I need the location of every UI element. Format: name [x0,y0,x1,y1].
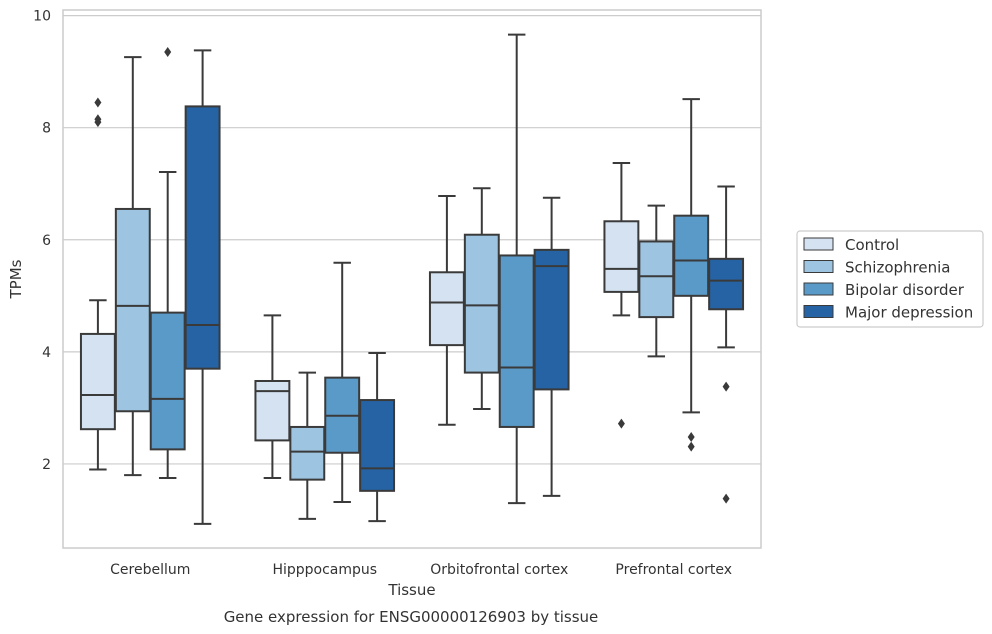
legend-label: Control [845,236,899,254]
box [638,240,675,319]
y-axis-title: TPMs [7,259,25,299]
box-group [708,185,745,504]
legend-label: Schizophrenia [845,259,950,277]
outlier-point [722,381,730,392]
box [149,311,186,451]
outlier-point [722,493,730,504]
legend: Control Schizophrenia Bipolar disorder Majo… [796,230,984,328]
outlier-point [94,97,102,108]
x-axis-ticks: Cerebellum Hipppocampus Orbitofrontal cort… [110,562,732,578]
box-group [184,49,221,525]
box [359,399,396,492]
box-group [428,195,465,426]
box [603,220,640,293]
box [79,332,116,431]
x-tick-label: Prefrontal cortex [615,562,732,578]
box [708,257,745,311]
legend-swatch [803,260,834,273]
y-tick-label: 6 [42,233,51,249]
box [673,214,710,297]
box [498,254,535,428]
box [533,248,570,391]
legend-label: Bipolar disorder [845,281,965,299]
outlier-point [687,441,695,452]
box-group [254,314,291,479]
box [289,425,326,481]
box [428,271,465,347]
y-tick-label: 4 [42,345,51,361]
legend-label: Major depression [845,304,973,322]
y-tick-label: 2 [42,457,51,473]
box [114,207,151,413]
box [463,233,500,374]
legend-frame [796,230,984,328]
y-tick-label: 10 [33,9,51,25]
box-group [324,261,361,504]
legend-swatch [803,237,834,251]
outlier-point [164,47,172,58]
box-group [673,98,710,452]
box-plot-area [79,33,745,525]
box-group [533,196,570,497]
x-tick-label: Hipppocampus [272,562,377,578]
x-tick-label: Cerebellum [110,562,190,578]
box-group [289,371,326,520]
box [184,105,221,370]
box-group [149,47,186,479]
x-axis-title: Tissue [387,581,435,599]
box-group [638,204,675,358]
legend-swatch [803,305,834,318]
box-group [359,351,396,523]
box [254,379,291,442]
box-group [79,97,116,471]
box-group [463,187,500,411]
legend-swatch [803,282,834,296]
box-group [498,33,535,505]
outlier-point [617,418,625,429]
outlier-point [94,114,102,125]
x-tick-label: Orbitofrontal cortex [430,562,568,578]
y-axis-ticks: 2 4 6 8 10 [33,9,51,473]
box-group [603,161,640,429]
y-tick-label: 8 [42,121,51,137]
box-group [114,56,151,477]
chart-caption: Gene expression for ENSG00000126903 by t… [224,608,599,626]
outlier-point [687,432,695,443]
plot-frame [62,9,762,549]
